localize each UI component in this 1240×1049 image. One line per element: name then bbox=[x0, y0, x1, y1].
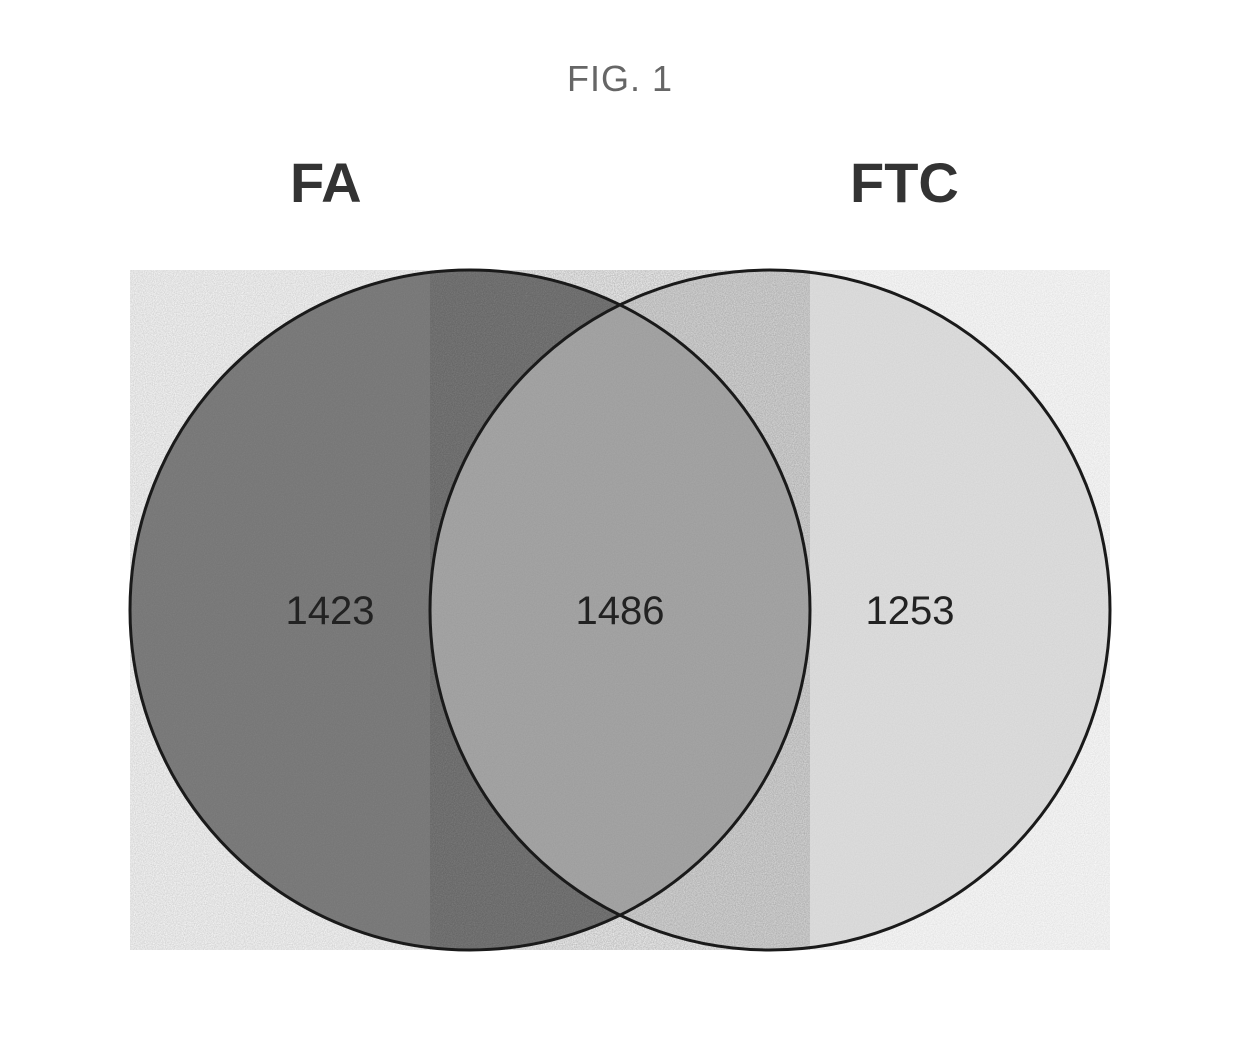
set-label-ftc: FTC bbox=[850, 150, 959, 215]
value-fa-only: 1423 bbox=[286, 589, 375, 633]
figure-title: FIG. 1 bbox=[567, 58, 673, 100]
venn-diagram: 1423 1486 1253 bbox=[90, 230, 1150, 990]
value-intersection: 1486 bbox=[576, 589, 665, 633]
value-ftc-only: 1253 bbox=[866, 589, 955, 633]
set-label-fa: FA bbox=[290, 150, 362, 215]
figure-container: FIG. 1 FA FTC bbox=[0, 0, 1240, 1049]
